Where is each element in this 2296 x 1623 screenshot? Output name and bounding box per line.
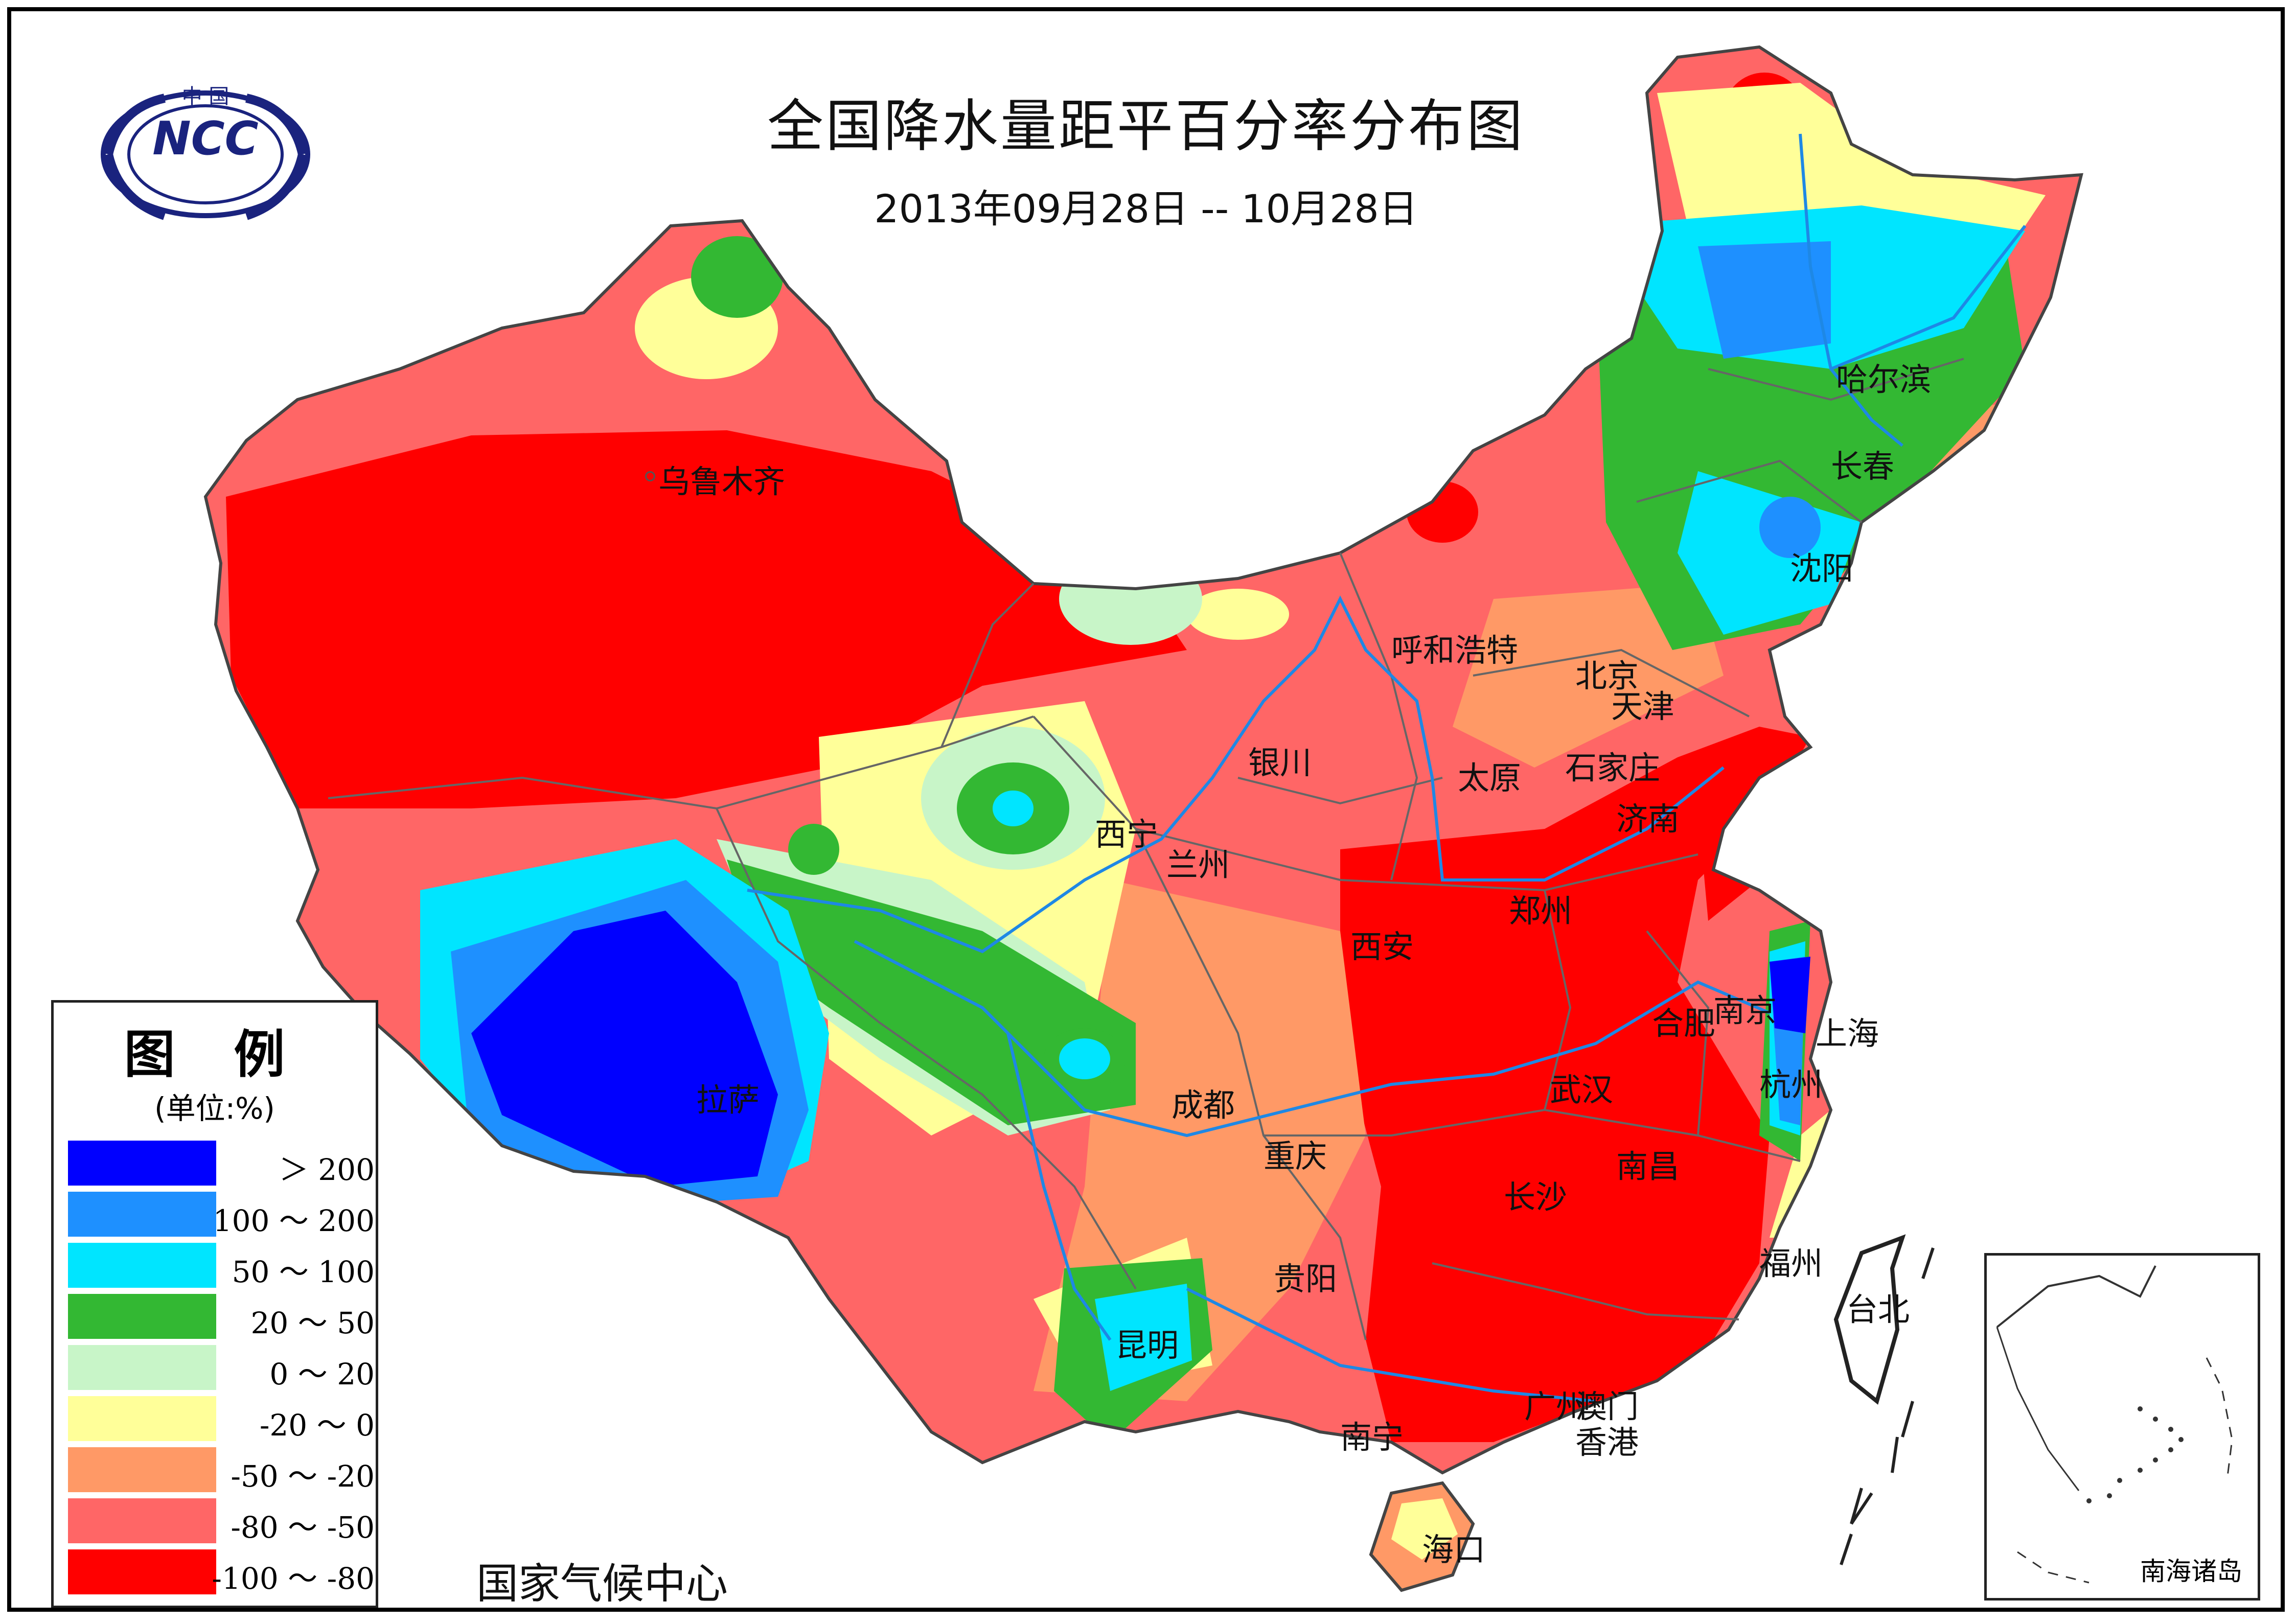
city-label: 天津 xyxy=(1611,688,1675,725)
city-label: 武汉 xyxy=(1550,1071,1614,1108)
legend-swatch xyxy=(68,1447,216,1492)
city-label: 海口 xyxy=(1422,1531,1486,1568)
city-label: 成都 xyxy=(1172,1086,1235,1124)
city-label: 香港 xyxy=(1575,1424,1639,1461)
city-label: 沈阳 xyxy=(1790,550,1854,587)
city-label: 长春 xyxy=(1831,448,1895,485)
legend-item: 0 ～ 20 xyxy=(68,1345,375,1392)
city-label: 贵阳 xyxy=(1274,1260,1338,1297)
city-label: 兰州 xyxy=(1166,846,1230,884)
legend-label: 0 ～ 20 xyxy=(269,1357,375,1392)
date-range: 2013年09月28日 -- 10月28日 xyxy=(874,186,1418,231)
city-label: 南宁 xyxy=(1340,1419,1404,1456)
legend-item: 100 ～ 200 xyxy=(68,1192,375,1238)
city-label: 杭州 xyxy=(1759,1066,1823,1103)
legend-label: 50 ～ 100 xyxy=(232,1255,375,1289)
legend-item: -100 ～ -80 xyxy=(68,1549,375,1596)
logo-top-text: 中 国 xyxy=(182,85,229,108)
legend-swatch xyxy=(68,1243,216,1288)
legend-swatch xyxy=(68,1294,216,1339)
city-label: 长沙 xyxy=(1504,1178,1568,1216)
city-label: 南京 xyxy=(1713,992,1777,1029)
legend-swatch xyxy=(68,1141,216,1186)
legend-label: -80 ～ -50 xyxy=(231,1510,375,1545)
legend-swatch xyxy=(68,1396,216,1441)
source-credit: 国家气候中心 xyxy=(476,1560,728,1608)
city-label: 呼和浩特 xyxy=(1391,632,1519,669)
city-label: 南昌 xyxy=(1616,1148,1680,1185)
legend-label: 100 ～ 200 xyxy=(213,1203,375,1238)
city-label: 济南 xyxy=(1616,800,1680,838)
map-frame: NCC 中 国 全国降水量距平百分率分布图 2013年09月28日 -- 10月… xyxy=(7,7,2285,1612)
legend-swatch xyxy=(68,1192,216,1237)
city-label: 西宁 xyxy=(1095,816,1159,853)
legend-item: ＞ 200 xyxy=(68,1141,375,1187)
legend-unit: (单位:%) xyxy=(154,1091,275,1126)
legend-item: 20 ～ 50 xyxy=(68,1294,375,1340)
city-label: 上海 xyxy=(1816,1015,1879,1052)
legend-swatch xyxy=(68,1345,216,1390)
south-china-sea-inset: 南海诸岛 xyxy=(1984,1253,2260,1601)
city-label: 拉萨 xyxy=(696,1081,760,1119)
legend-item: -50 ～ -20 xyxy=(68,1447,375,1494)
city-label: 银川 xyxy=(1248,744,1312,781)
legend-swatch xyxy=(68,1498,216,1543)
city-label: 乌鲁木齐 xyxy=(645,456,785,502)
legend-label: -100 ～ -80 xyxy=(212,1561,375,1596)
legend-item: 50 ～ 100 xyxy=(68,1243,375,1289)
city-label: 重庆 xyxy=(1264,1138,1327,1175)
city-label: 石家庄 xyxy=(1565,749,1661,786)
legend-swatch xyxy=(68,1549,216,1594)
legend: 图 例 (单位:%) ＞ 200 100 ～ 200 50 ～ 100 20 ～ 50… xyxy=(51,1000,378,1608)
map-title: 全国降水量距平百分率分布图 xyxy=(767,94,1525,159)
legend-label: 20 ～ 50 xyxy=(250,1306,375,1340)
legend-label: -50 ～ -20 xyxy=(231,1459,375,1494)
city-label: 台北 xyxy=(1846,1291,1910,1328)
legend-label: ＞ 200 xyxy=(279,1152,375,1187)
city-label: 郑州 xyxy=(1509,892,1573,930)
city-label: 广州 xyxy=(1524,1388,1588,1425)
legend-label: -20 ～ 0 xyxy=(259,1408,375,1443)
city-label: 合肥 xyxy=(1652,1005,1716,1042)
city-label: 澳门 xyxy=(1575,1388,1639,1425)
city-label: 北京 xyxy=(1575,657,1639,694)
logo-center-text: NCC xyxy=(152,112,258,166)
city-label: 西安 xyxy=(1350,928,1414,965)
city-label: 哈尔滨 xyxy=(1836,361,1932,398)
legend-title: 图 例 xyxy=(124,1025,306,1084)
legend-item: -20 ～ 0 xyxy=(68,1396,375,1443)
precipitation-map xyxy=(203,45,2083,1592)
city-label: 太原 xyxy=(1458,759,1522,797)
city-label: 昆明 xyxy=(1115,1327,1179,1364)
city-label: 福州 xyxy=(1759,1245,1823,1282)
legend-item: -80 ～ -50 xyxy=(68,1498,375,1545)
ncc-logo: NCC 中 国 xyxy=(88,78,323,233)
inset-label: 南海诸岛 xyxy=(2140,1557,2242,1586)
